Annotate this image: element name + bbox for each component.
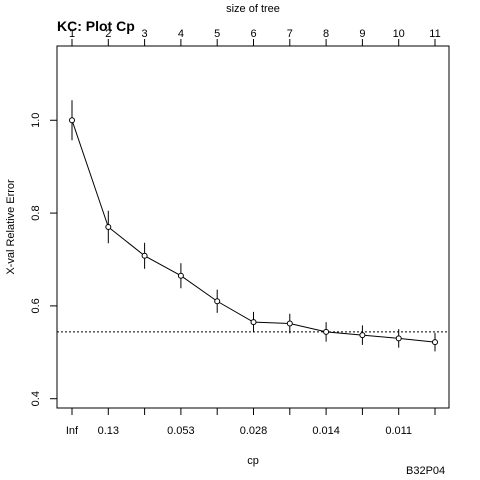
footnote: B32P04 bbox=[406, 465, 445, 477]
y-tick-label: 0.4 bbox=[30, 391, 42, 406]
data-point bbox=[69, 117, 75, 124]
top-tick-label: 7 bbox=[287, 28, 293, 40]
data-point bbox=[250, 319, 257, 326]
top-tick-label: 4 bbox=[178, 28, 184, 40]
chart-title: KC: Plot Cp bbox=[57, 18, 135, 34]
data-point bbox=[214, 298, 221, 305]
top-tick-label: 3 bbox=[142, 28, 148, 40]
top-tick-label: 6 bbox=[250, 28, 256, 40]
x-tick-label: 0.13 bbox=[98, 425, 119, 437]
data-point bbox=[105, 224, 112, 230]
data-point bbox=[359, 332, 366, 339]
x-tick-label: 0.028 bbox=[240, 425, 268, 437]
y-tick-label: 0.8 bbox=[30, 205, 42, 220]
top-tick-label: 2 bbox=[105, 28, 111, 40]
x-tick-label: 0.053 bbox=[167, 425, 195, 437]
plot-frame bbox=[56, 45, 450, 409]
axis-ticks: Inf 0.13 0.053 0.028 0.014 0.011 1 2 3 4 5 6 7 8 9 10 11… bbox=[30, 28, 441, 437]
data-point bbox=[323, 328, 330, 335]
data-point bbox=[432, 339, 438, 346]
y-axis-label: X-val Relative Error bbox=[5, 179, 17, 275]
x-axis-label: cp bbox=[247, 455, 259, 467]
top-tick-label: 1 bbox=[69, 28, 75, 40]
top-tick-label: 9 bbox=[359, 28, 365, 40]
data-point bbox=[141, 252, 148, 259]
top-tick-label: 10 bbox=[393, 28, 405, 40]
top-tick-label: 8 bbox=[323, 28, 329, 40]
data-point bbox=[286, 320, 293, 327]
top-tick-label: 11 bbox=[429, 28, 440, 40]
y-tick-label: 0.6 bbox=[30, 298, 42, 313]
x-tick-label: Inf bbox=[66, 425, 79, 437]
y-tick-label: 1.0 bbox=[30, 113, 42, 128]
x-tick-label: 0.014 bbox=[312, 425, 340, 437]
data-point bbox=[177, 272, 184, 279]
x-tick-label: 0.011 bbox=[385, 425, 412, 437]
data-marks bbox=[57, 100, 449, 352]
top-axis-label: size of tree bbox=[226, 3, 280, 15]
data-point bbox=[395, 335, 402, 342]
series-line bbox=[71, 120, 436, 343]
top-tick-label: 5 bbox=[214, 28, 220, 40]
